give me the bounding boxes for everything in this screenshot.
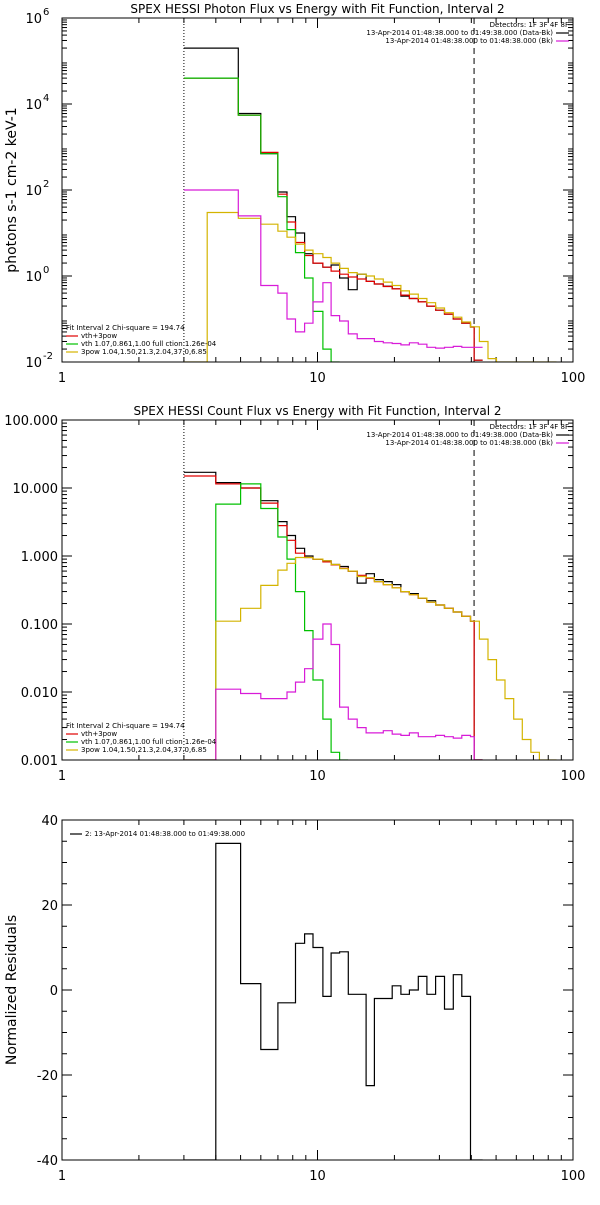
series-group: [183, 842, 483, 1160]
y-tick-label: -20: [37, 1069, 58, 1084]
y-tick-label: 40: [41, 814, 58, 829]
y-tick-label: 10: [25, 12, 42, 27]
y-tick-label: 0: [50, 984, 58, 999]
data-series-line: [183, 189, 483, 349]
y-tick-label: 1.000: [21, 550, 58, 565]
photon-flux-panel: SPEX HESSI Photon Flux vs Energy with Fi…: [4, 2, 585, 386]
x-tick-label: 10: [309, 1169, 326, 1184]
data-series-line: [183, 483, 349, 760]
count-flux-panel: SPEX HESSI Count Flux vs Energy with Fit…: [4, 404, 585, 784]
data-series-line: [183, 623, 483, 760]
data-series-line: [183, 47, 483, 361]
plot-frame: [61, 17, 574, 363]
residual-legend-text: 2: 13-Apr-2014 01:48:38.000 to 01:49:38.…: [85, 830, 245, 838]
x-tick-label: 1: [58, 769, 66, 784]
residuals-panel: Normalized Residuals 1 10 100 40 20 0 -20 -40 2: …: [4, 814, 585, 1184]
plot-frame: [61, 419, 574, 761]
y-tick-label: 20: [41, 899, 58, 914]
legend-header: Detectors: 1F 3F 4F 8F: [490, 423, 569, 431]
legend-entry-text: 13-Apr-2014 01:48:38.000 to 01:48:38.000…: [385, 439, 553, 447]
x-tick-label: 100: [561, 371, 586, 386]
series-group: [183, 47, 557, 362]
y-tick-exponent: 6: [43, 7, 49, 18]
data-series-line: [183, 475, 483, 760]
data-series-line: [183, 471, 483, 760]
y-tick-label: -40: [37, 1154, 58, 1169]
y-tick-label: 10: [25, 184, 42, 199]
y-tick-label: 0.001: [21, 754, 58, 769]
fit-legend-text: vth+3pow: [81, 730, 117, 738]
y-tick-label: 10: [25, 356, 42, 371]
fit-legend-text: vth 1.07,0.861,1.00 full ction 1.26e-04: [81, 340, 217, 348]
legend-entry-text: 13-Apr-2014 01:48:38.000 to 01:48:38.000…: [385, 37, 553, 45]
data-series-line: [183, 556, 557, 760]
chart-title: SPEX HESSI Count Flux vs Energy with Fit…: [133, 404, 501, 418]
x-tick-label: 1: [58, 371, 66, 386]
legend-header: Detectors: 1F 3F 4F 8F: [490, 21, 569, 29]
x-tick-label: 100: [561, 769, 586, 784]
y-tick-label: 10: [25, 270, 42, 285]
x-tick-label: 10: [309, 769, 326, 784]
fit-legend-text: vth+3pow: [81, 332, 117, 340]
data-series-line: [183, 77, 483, 361]
data-series-line: [183, 842, 483, 1160]
x-tick-label: 100: [561, 1169, 586, 1184]
y-axis-label: photons s-1 cm-2 keV-1: [4, 107, 20, 272]
legend-entry-text: 13-Apr-2014 01:48:38.000 to 01:49:38.000…: [366, 29, 553, 37]
y-tick-label: 0.010: [21, 686, 58, 701]
legend-entry-text: 13-Apr-2014 01:48:38.000 to 01:49:38.000…: [366, 431, 553, 439]
y-tick-exponent: 0: [43, 265, 49, 276]
y-tick-exponent: 2: [43, 179, 49, 190]
y-tick-label: 100.000: [4, 414, 58, 429]
fit-legend-text: 3pow 1.04,1.50,21.3,2.04,37.0,6.85: [81, 746, 207, 754]
y-tick-exponent: -2: [43, 351, 53, 362]
fit-legend-header: Fit Interval 2 Chi-square = 194.74: [66, 722, 185, 730]
fit-legend-text: 3pow 1.04,1.50,21.3,2.04,37.0,6.85: [81, 348, 207, 356]
x-tick-label: 10: [309, 371, 326, 386]
data-series-line: [183, 77, 340, 362]
y-axis-label: Normalized Residuals: [4, 915, 20, 1065]
y-tick-exponent: 4: [43, 93, 49, 104]
chart-title: SPEX HESSI Photon Flux vs Energy with Fi…: [130, 2, 504, 16]
data-series-line: [183, 211, 557, 362]
fit-legend-text: vth 1.07,0.861,1.00 full ction 1.26e-04: [81, 738, 217, 746]
fit-legend-header: Fit Interval 2 Chi-square = 194.74: [66, 324, 185, 332]
y-tick-label: 10: [25, 98, 42, 113]
plot-frame: [61, 819, 574, 1161]
series-group: [183, 471, 557, 760]
x-tick-label: 1: [58, 1169, 66, 1184]
y-tick-label: 0.100: [21, 618, 58, 633]
y-tick-label: 10.000: [13, 482, 59, 497]
